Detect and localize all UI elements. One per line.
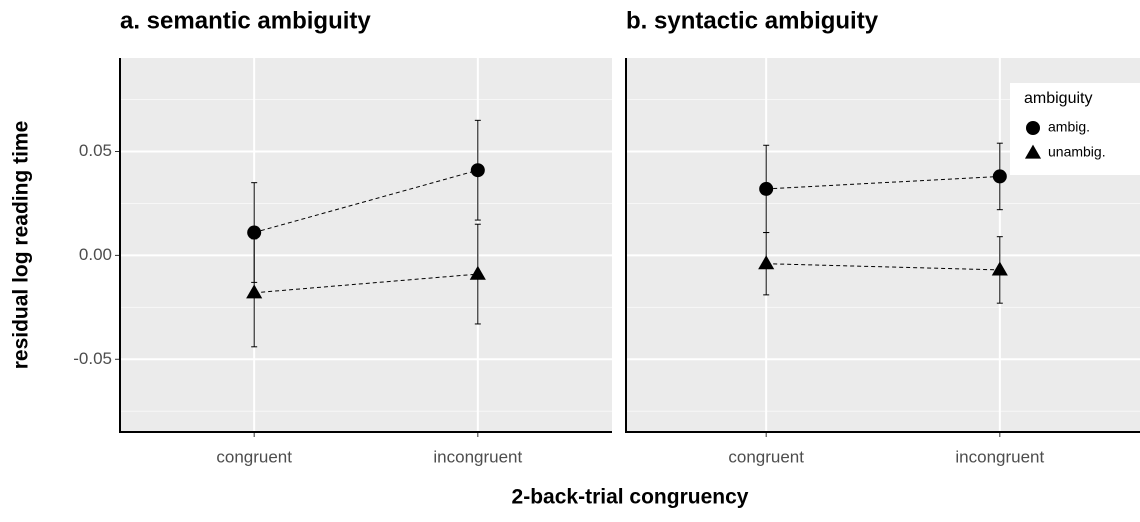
x-tick-label: congruent — [728, 447, 804, 466]
legend-key — [1026, 121, 1040, 135]
point — [991, 261, 1008, 276]
point — [246, 284, 263, 299]
x-tick-label: incongruent — [433, 447, 522, 466]
series-line — [766, 175, 1000, 190]
legend-title: ambiguity — [1024, 90, 1092, 107]
panel-title: b. syntactic ambiguity — [626, 7, 879, 34]
legend-key — [1024, 144, 1042, 159]
y-tick-label: -0.05 — [73, 349, 112, 368]
series-line — [254, 273, 478, 294]
point — [759, 181, 774, 196]
point — [758, 255, 775, 270]
point — [247, 225, 262, 240]
x-axis-label: 2-back-trial congruency — [512, 486, 749, 509]
point — [470, 163, 485, 178]
series-line — [766, 263, 1000, 271]
legend-label: unambig. — [1048, 144, 1106, 160]
panel-background — [120, 58, 612, 432]
point — [992, 169, 1007, 184]
panel-title: a. semantic ambiguity — [120, 7, 371, 34]
y-tick-label: 0.00 — [79, 245, 112, 264]
y-tick-label: 0.05 — [79, 141, 112, 160]
series-line — [254, 169, 478, 234]
legend-label: ambig. — [1048, 119, 1090, 135]
x-tick-label: congruent — [216, 447, 292, 466]
point — [469, 265, 486, 280]
y-axis-label: residual log reading time — [10, 121, 33, 370]
x-tick-label: incongruent — [955, 447, 1044, 466]
